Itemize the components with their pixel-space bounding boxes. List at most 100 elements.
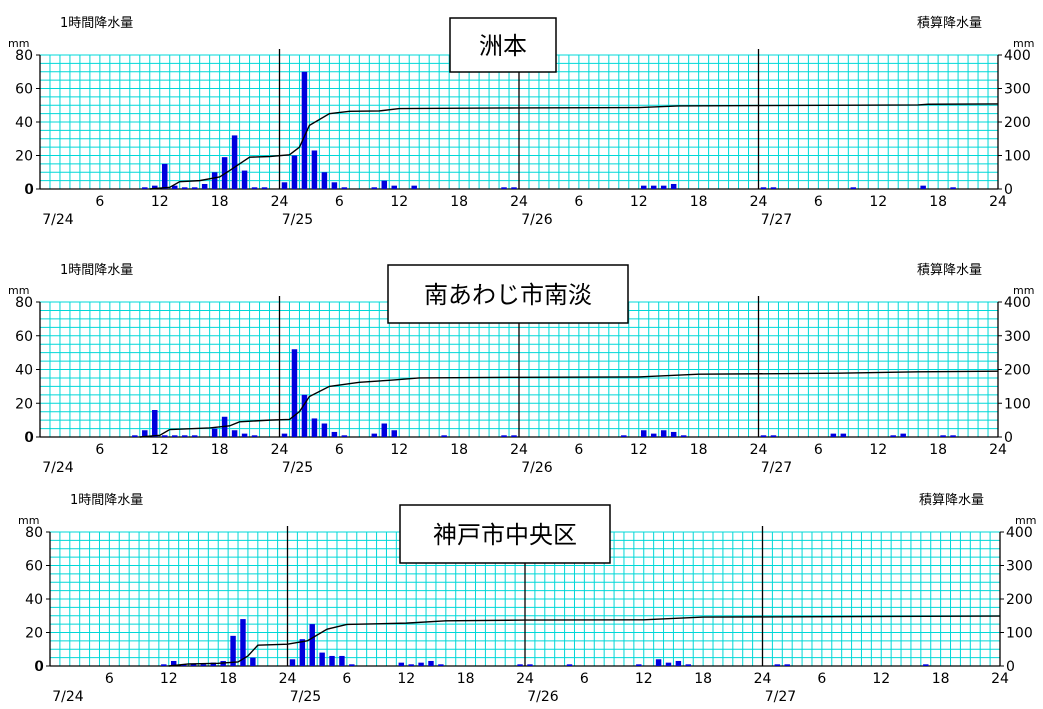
- hourly-rain-bar: [170, 660, 177, 666]
- station-title-box: [399, 504, 611, 564]
- x-date-label: 7/25: [282, 460, 313, 476]
- right-y-tick-label: 100: [1006, 626, 1033, 642]
- right-y-tick-label: 300: [1006, 559, 1033, 575]
- x-tick-label: 18: [932, 671, 950, 687]
- x-tick-label: 6: [335, 442, 344, 458]
- hourly-rain-bar: [331, 431, 338, 437]
- hourly-rain-bar: [211, 172, 218, 189]
- x-origin-label: 0: [25, 430, 34, 446]
- right-y-tick-label: 400: [1004, 48, 1031, 64]
- station-title: 洲本: [479, 32, 527, 60]
- x-tick-label: 18: [690, 442, 708, 458]
- hourly-rain-bar: [240, 619, 246, 666]
- hourly-rain-bar: [339, 655, 345, 666]
- hourly-rain-bar: [675, 660, 682, 666]
- hourly-rain-bar: [381, 180, 388, 189]
- hourly-rain-bar: [261, 187, 268, 189]
- hourly-rain-bar: [200, 664, 207, 666]
- hourly-rain-bar: [760, 435, 767, 437]
- hourly-rain-bar: [281, 182, 288, 189]
- hourly-rain-bar: [231, 135, 238, 189]
- hourly-rain-bar: [890, 435, 896, 437]
- left-y-tick-label: 60: [25, 559, 43, 575]
- left-axis-title: 1時間降水量: [60, 263, 133, 278]
- x-tick-label: 12: [635, 671, 653, 687]
- x-tick-label: 12: [630, 194, 648, 210]
- x-tick-label: 6: [814, 442, 823, 458]
- left-y-tick-label: 80: [25, 525, 43, 541]
- left-y-tick-label: 80: [15, 48, 33, 64]
- x-tick-label: 18: [694, 671, 712, 687]
- x-tick-label: 24: [750, 442, 768, 458]
- hourly-rain-bar: [770, 435, 777, 437]
- left-y-tick-label: 60: [15, 329, 33, 345]
- right-y-tick-label: 200: [1004, 363, 1031, 379]
- hourly-rain-bar: [428, 660, 434, 666]
- x-tick-label: 6: [95, 194, 104, 210]
- left-axis-unit: mm: [8, 37, 29, 50]
- hourly-rain-bar: [171, 185, 178, 189]
- x-tick-label: 12: [390, 442, 408, 458]
- hourly-rain-bar: [566, 664, 573, 666]
- hourly-rain-bar: [210, 662, 217, 666]
- x-date-label: 7/25: [282, 212, 313, 228]
- hourly-rain-bar: [900, 433, 906, 437]
- left-axis-title: 1時間降水量: [60, 16, 133, 31]
- x-tick-label: 18: [457, 671, 475, 687]
- x-tick-label: 18: [929, 194, 947, 210]
- hourly-rain-bar: [329, 655, 335, 666]
- hourly-rain-bar: [250, 657, 256, 666]
- hourly-rain-bar: [760, 187, 767, 189]
- hourly-rain-bar: [850, 187, 857, 189]
- hourly-rain-bar: [281, 433, 288, 437]
- right-axis-unit: mm: [1013, 284, 1034, 297]
- hourly-rain-bar: [371, 187, 378, 189]
- hourly-rain-bar: [920, 185, 926, 189]
- hourly-rain-bar: [670, 431, 677, 437]
- x-tick-label: 6: [335, 194, 344, 210]
- hourly-rain-bar: [251, 435, 258, 437]
- x-date-label: 7/24: [52, 689, 84, 705]
- hourly-rain-bar: [665, 662, 672, 666]
- x-tick-label: 18: [929, 442, 947, 458]
- hourly-rain-bar: [341, 187, 348, 189]
- hourly-rain-bar: [501, 435, 507, 437]
- station-title-box: [387, 264, 629, 324]
- hourly-rain-bar: [331, 182, 338, 189]
- hourly-rain-bar: [142, 430, 148, 437]
- right-y-tick-label: 0: [1004, 430, 1013, 446]
- hourly-rain-bar: [830, 433, 837, 437]
- hourly-rain-bar: [311, 150, 318, 189]
- x-tick-label: 24: [754, 671, 772, 687]
- hourly-rain-bar: [161, 664, 167, 666]
- hourly-rain-bar: [291, 155, 298, 189]
- right-y-tick-label: 400: [1006, 525, 1033, 541]
- left-y-tick-label: 40: [15, 363, 33, 379]
- hourly-rain-bar: [774, 664, 781, 666]
- hourly-rain-bar: [161, 163, 168, 189]
- x-tick-label: 18: [211, 442, 229, 458]
- hourly-rain-bar: [301, 71, 308, 189]
- hourly-rain-bar: [371, 433, 378, 437]
- hourly-rain-bar: [517, 664, 523, 666]
- left-y-tick-label: 20: [15, 149, 33, 165]
- right-y-tick-label: 0: [1006, 659, 1015, 675]
- x-tick-label: 12: [151, 442, 169, 458]
- hourly-rain-bar: [349, 664, 355, 666]
- hourly-rain-bar: [321, 423, 328, 437]
- right-axis-title: 積算降水量: [919, 493, 984, 508]
- right-y-tick-label: 100: [1004, 396, 1031, 412]
- hourly-rain-bar: [950, 187, 956, 189]
- left-y-tick-label: 20: [25, 626, 43, 642]
- x-tick-label: 12: [869, 442, 887, 458]
- x-date-label: 7/26: [527, 689, 559, 705]
- x-date-label: 7/27: [765, 689, 796, 705]
- hourly-rain-bar: [940, 435, 946, 437]
- hourly-rain-bar: [299, 639, 306, 666]
- x-date-label: 7/24: [42, 212, 74, 228]
- right-y-tick-label: 100: [1004, 149, 1031, 165]
- right-axis-title: 積算降水量: [917, 263, 982, 278]
- hourly-rain-bar: [511, 435, 517, 437]
